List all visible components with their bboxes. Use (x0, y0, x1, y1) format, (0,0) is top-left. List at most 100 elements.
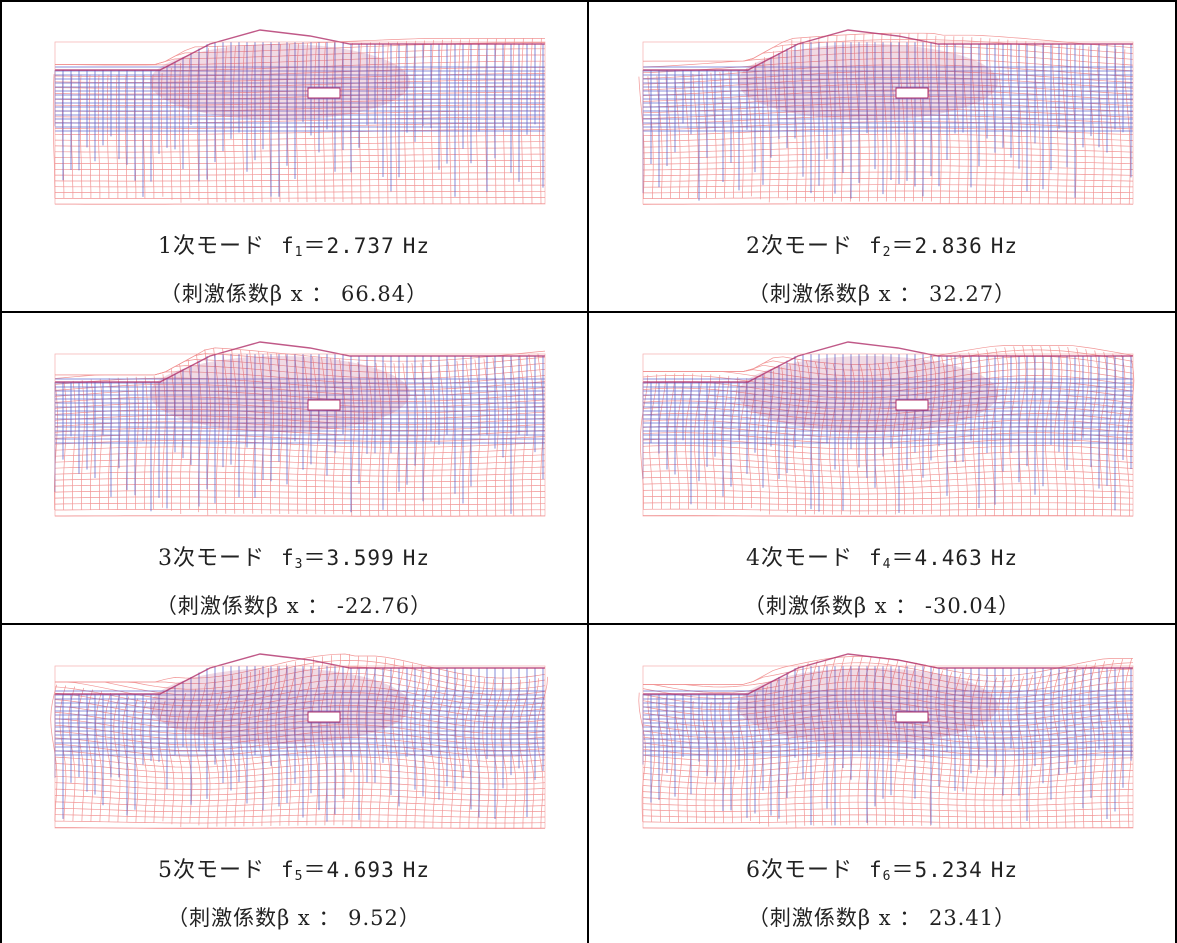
frequency-symbol: f1 (281, 234, 303, 260)
axis-label: x (297, 906, 311, 930)
mode-order: 6 (745, 858, 761, 883)
mode-cell: 5次モード f5＝4.693 Hz （刺激係数β x ： 9.52） (0, 624, 588, 936)
frequency-letter: f (281, 546, 295, 570)
mode-label: 次モード (172, 234, 265, 259)
mode-order: 5 (157, 858, 173, 883)
equals-sign: ＝ (891, 858, 915, 883)
axis-label: x (878, 906, 892, 930)
axis-label: x (290, 282, 304, 306)
frequency-value: 2.737 (326, 234, 395, 258)
colon: ： (311, 282, 334, 306)
frequency-symbol: f2 (869, 234, 892, 260)
participation-factor-caption: （刺激係数β x ： -30.04） (588, 590, 1176, 620)
equals-sign: ＝ (303, 546, 327, 571)
frequency-letter: f (869, 858, 883, 882)
factor-close: ） (994, 906, 1017, 930)
frequency-symbol: f6 (869, 858, 892, 884)
frequency-letter: f (869, 234, 883, 258)
equals-sign: ＝ (891, 234, 915, 259)
factor-open: （刺激係数 (743, 594, 854, 618)
mode-cell: 2次モード f2＝2.836 Hz （刺激係数β x ： 32.27） (588, 0, 1176, 312)
frequency-unit: Hz (402, 858, 431, 882)
participation-factor-caption: （刺激係数β x ： 9.52） (0, 902, 588, 932)
factor-open: （刺激係数 (155, 594, 266, 618)
frequency-value: 3.599 (326, 546, 395, 570)
frequency-letter: f (281, 858, 295, 882)
mode-shape-figure (50, 653, 548, 829)
mode-cell: 6次モード f6＝5.234 Hz （刺激係数β x ： 23.41） (588, 624, 1176, 936)
mode-label: 次モード (760, 858, 853, 883)
colon: ： (899, 282, 922, 306)
participation-factor-caption: （刺激係数β x ： 23.41） (588, 902, 1176, 932)
mode-order: 1 (157, 234, 173, 259)
frequency-letter: f (281, 234, 295, 258)
table-row-divider (0, 311, 1177, 313)
equals-sign: ＝ (303, 858, 327, 883)
frequency-unit: Hz (990, 234, 1019, 258)
participation-factor-value: 23.41 (928, 906, 995, 930)
frequency-subscript: 6 (882, 869, 892, 884)
frequency-subscript: 4 (882, 557, 892, 572)
frequency-value: 5.234 (914, 858, 983, 882)
factor-open: （刺激係数 (167, 906, 278, 930)
colon: ： (307, 594, 330, 618)
mode-shape-figure (638, 29, 1134, 205)
beta-symbol: β (269, 282, 284, 306)
factor-close: ） (398, 906, 421, 930)
mode-cell: 4次モード f4＝4.463 Hz （刺激係数β x ： -30.04） (588, 312, 1176, 624)
mode-frequency-caption: 3 次モード f3＝3.599 Hz (0, 540, 588, 572)
participation-factor-value: 32.27 (928, 282, 995, 306)
frequency-letter: f (869, 546, 883, 570)
factor-open: （刺激係数 (159, 282, 270, 306)
mode-shape-figure (54, 341, 546, 517)
beta-symbol: β (265, 594, 279, 618)
mode-cell: 3 次モード f3＝3.599 Hz （刺激係数β x ： -22.76） (0, 312, 588, 624)
mode-shape-figure (640, 341, 1135, 517)
frequency-unit: Hz (402, 546, 431, 570)
mode-shape-figure (638, 653, 1134, 829)
mode-order: 2 (745, 234, 761, 259)
factor-close: ） (410, 594, 433, 618)
mode-label: 次モード (172, 858, 265, 883)
frequency-subscript: 5 (294, 869, 304, 884)
frequency-subscript: 2 (882, 245, 892, 260)
mode-frequency-caption: 1次モード f1＝2.737 Hz (0, 228, 588, 260)
participation-factor-value: 66.84 (340, 282, 407, 306)
axis-label: x (286, 594, 300, 618)
factor-open: （刺激係数 (747, 906, 858, 930)
mode-cell: 1次モード f1＝2.737 Hz （刺激係数β x ： 66.84） (0, 0, 588, 312)
axis-label: x (874, 594, 888, 618)
mode-label: 次モード (760, 546, 853, 571)
beta-symbol: β (857, 282, 872, 306)
frequency-unit: Hz (990, 546, 1019, 570)
factor-close: ） (998, 594, 1021, 618)
mode-order: 4 (745, 546, 761, 571)
frequency-unit: Hz (402, 234, 431, 258)
frequency-value: 2.836 (914, 234, 983, 258)
equals-sign: ＝ (891, 546, 915, 571)
equals-sign: ＝ (303, 234, 327, 259)
colon: ： (318, 906, 341, 930)
frequency-value: 4.463 (914, 546, 983, 570)
beta-symbol: β (277, 906, 291, 930)
frequency-symbol: f4 (869, 546, 892, 572)
mode-frequency-caption: 2次モード f2＝2.836 Hz (588, 228, 1176, 260)
frequency-subscript: 3 (294, 557, 304, 572)
colon: ： (895, 594, 918, 618)
mode-label: 次モード (760, 234, 853, 259)
table-column-divider (587, 0, 589, 943)
beta-symbol: β (857, 906, 872, 930)
participation-factor-value: -30.04 (924, 594, 999, 618)
participation-factor-value: -22.76 (336, 594, 411, 618)
participation-factor-caption: （刺激係数β x ： -22.76） (0, 590, 588, 620)
mode-shape-figure (52, 29, 546, 205)
table-row-divider (0, 623, 1177, 625)
participation-factor-value: 9.52 (348, 906, 399, 930)
factor-close: ） (994, 282, 1017, 306)
mode-label: 次モード (172, 546, 265, 571)
frequency-value: 4.693 (326, 858, 395, 882)
frequency-unit: Hz (990, 858, 1019, 882)
mode-frequency-caption: 5次モード f5＝4.693 Hz (0, 852, 588, 884)
frequency-symbol: f3 (281, 546, 304, 572)
